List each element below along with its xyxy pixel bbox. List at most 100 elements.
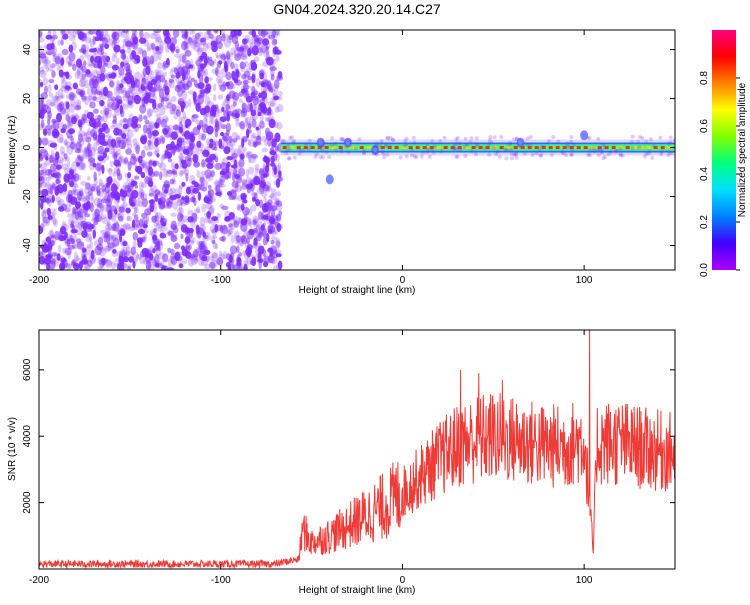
signal-fuzz	[421, 150, 425, 155]
noise-blob	[239, 120, 245, 130]
noise-blob	[159, 135, 166, 145]
noise-blob	[81, 254, 87, 264]
noise-blob	[220, 53, 227, 61]
noise-blob	[93, 177, 98, 186]
noise-blob	[98, 132, 106, 137]
signal-fuzz	[340, 137, 345, 142]
signal-fuzz	[503, 147, 508, 152]
spectrogram-y-tick-label: -40	[22, 238, 33, 253]
signal-fuzz	[587, 153, 592, 158]
noise-blob	[136, 47, 144, 55]
noise-blob	[190, 148, 195, 157]
noise-blob	[105, 259, 113, 269]
signal-fuzz	[291, 140, 296, 145]
noise-blob	[76, 162, 80, 167]
noise-blob	[217, 94, 224, 100]
noise-blob	[155, 246, 161, 257]
noise-blob	[155, 215, 160, 226]
noise-blob	[98, 182, 106, 188]
signal-fuzz	[427, 154, 432, 159]
noise-blob	[154, 138, 159, 148]
noise-blob	[39, 172, 43, 181]
signal-fuzz	[290, 135, 294, 140]
noise-blob	[260, 82, 266, 88]
noise-blob	[141, 229, 149, 234]
noise-blob	[214, 30, 218, 34]
noise-blob	[128, 86, 134, 94]
signal-fuzz	[542, 144, 547, 149]
noise-blob	[212, 139, 219, 146]
snr-x-tick-label: -100	[211, 575, 231, 586]
noise-blob	[111, 64, 119, 71]
noise-blob	[183, 145, 190, 155]
noise-blob	[42, 209, 47, 214]
noise-blob	[175, 251, 183, 256]
noise-blob	[233, 234, 241, 244]
noise-blob	[68, 91, 75, 101]
noise-blob	[109, 79, 115, 89]
noise-blob	[67, 120, 73, 129]
noise-blob	[246, 150, 252, 159]
noise-blob	[92, 96, 97, 102]
noise-blob	[100, 214, 107, 220]
noise-blob	[173, 109, 181, 115]
noise-blob	[68, 34, 76, 42]
noise-blob	[63, 140, 69, 146]
noise-blob	[197, 146, 203, 152]
spectrogram-signal-band	[280, 130, 675, 185]
noise-blob	[74, 113, 79, 122]
noise-blob	[269, 66, 277, 72]
signal-fuzz	[414, 155, 419, 160]
signal-core	[590, 146, 595, 150]
noise-blob	[103, 192, 108, 201]
noise-blob	[39, 66, 45, 72]
noise-blob	[58, 88, 64, 98]
noise-blob	[152, 190, 160, 199]
noise-blob	[81, 44, 90, 53]
noise-blob	[259, 44, 267, 54]
noise-blob	[251, 196, 257, 202]
noise-blob	[251, 85, 256, 94]
noise-blob	[191, 212, 198, 220]
noise-blob	[225, 103, 231, 111]
noise-blob	[58, 121, 65, 132]
noise-blob	[87, 193, 94, 200]
noise-blob	[230, 164, 238, 169]
signal-fuzz	[385, 152, 390, 157]
signal-fuzz	[512, 137, 517, 142]
noise-blob	[141, 198, 148, 208]
noise-blob	[41, 210, 47, 220]
signal-fuzz	[286, 156, 291, 161]
noise-blob	[220, 168, 229, 175]
colorbar-tick-label: 0.0	[699, 263, 710, 277]
signal-fuzz	[495, 149, 500, 154]
noise-blob	[79, 32, 86, 42]
noise-blob	[197, 132, 204, 141]
noise-blob	[132, 260, 136, 269]
noise-blob	[87, 176, 91, 181]
signal-fuzz	[382, 155, 387, 160]
noise-blob	[133, 94, 141, 105]
spectrogram-y-tick-label: -20	[22, 189, 33, 204]
noise-blob	[127, 227, 136, 232]
noise-blob	[194, 208, 201, 214]
noise-blob	[49, 234, 54, 240]
noise-blob	[265, 185, 272, 192]
noise-blob	[182, 111, 187, 119]
noise-blob	[214, 105, 219, 112]
noise-blob	[269, 193, 278, 201]
noise-blob	[145, 161, 151, 171]
noise-blob	[115, 136, 122, 143]
noise-blob	[232, 101, 237, 107]
noise-blob	[242, 266, 248, 270]
noise-blob	[156, 191, 164, 196]
noise-blob	[113, 106, 121, 117]
signal-core	[478, 146, 483, 150]
noise-blob	[54, 56, 61, 65]
noise-blob	[242, 206, 250, 216]
noise-blob	[193, 161, 201, 168]
noise-blob	[161, 136, 165, 144]
noise-blob	[41, 188, 49, 197]
signal-fuzz	[667, 150, 672, 155]
noise-blob	[228, 195, 236, 200]
